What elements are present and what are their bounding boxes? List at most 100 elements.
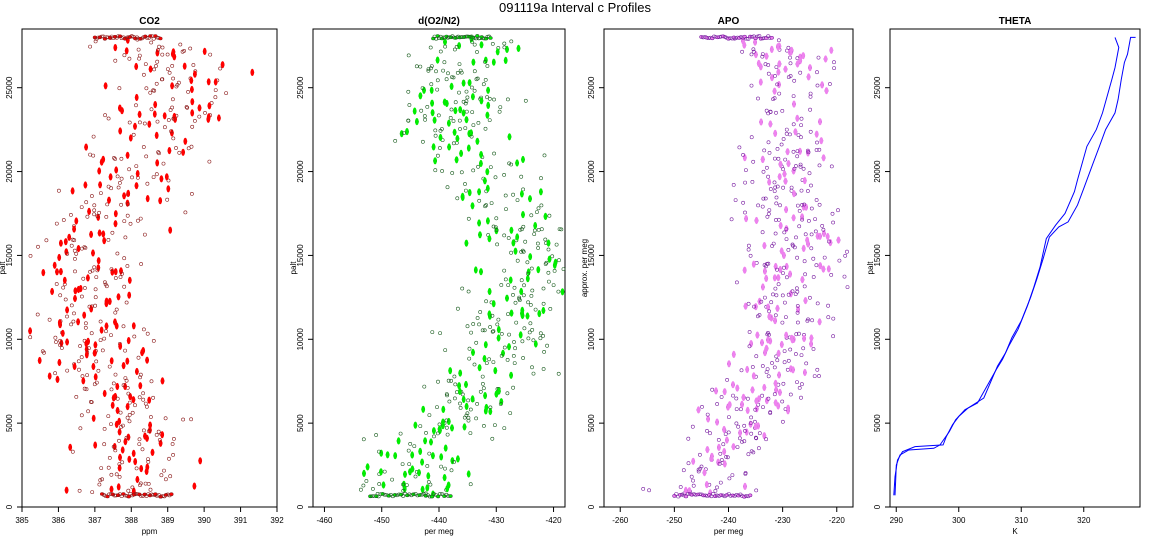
x-tick-label: 389 — [161, 516, 175, 525]
data-point — [118, 180, 122, 185]
data-point — [59, 239, 63, 247]
data-point — [83, 181, 88, 189]
data-point — [102, 442, 107, 447]
data-point — [464, 89, 469, 94]
data-point — [801, 52, 805, 60]
data-point — [748, 420, 753, 428]
data-point — [111, 444, 116, 449]
data-point — [37, 356, 42, 365]
x-tick-label: 300 — [952, 516, 966, 525]
data-point — [151, 88, 156, 93]
data-point — [145, 181, 150, 186]
data-point — [790, 334, 794, 342]
data-point — [480, 328, 485, 333]
plot-frame — [21, 28, 278, 508]
data-point — [744, 428, 749, 436]
data-point — [65, 251, 70, 256]
data-point — [185, 105, 190, 110]
data-point — [759, 78, 763, 86]
data-point — [462, 415, 467, 420]
data-point — [192, 119, 197, 123]
data-point — [476, 164, 481, 169]
data-point — [115, 406, 120, 415]
data-point — [509, 226, 514, 234]
panel-2: APO -260 -250 -240 -230 -220 per meg 0 5000 10000… — [580, 16, 854, 536]
data-point — [379, 468, 383, 476]
data-point — [94, 275, 99, 280]
data-point — [146, 459, 151, 464]
data-point — [455, 134, 460, 143]
data-point — [775, 304, 780, 312]
data-point — [762, 242, 767, 250]
data-point — [471, 93, 475, 101]
data-point — [698, 452, 702, 457]
data-point — [795, 60, 800, 68]
data-point — [59, 339, 64, 347]
data-point — [127, 412, 132, 417]
data-point — [490, 313, 495, 318]
data-point — [103, 82, 108, 90]
data-point — [831, 316, 836, 321]
y-tick-label: 20000 — [296, 160, 305, 183]
data-point — [418, 447, 423, 455]
data-point — [89, 399, 93, 404]
data-point — [109, 267, 114, 272]
data-point — [507, 332, 512, 337]
data-point — [93, 287, 98, 292]
data-point — [739, 368, 744, 373]
data-point — [753, 422, 758, 431]
y-axis-label: palt — [289, 261, 298, 275]
data-point — [786, 75, 791, 80]
data-point — [764, 344, 769, 352]
data-point — [110, 268, 115, 276]
data-point — [507, 343, 511, 351]
data-point — [189, 76, 194, 85]
data-point — [725, 455, 730, 460]
data-point — [774, 65, 779, 70]
data-point — [800, 382, 804, 387]
data-point — [58, 319, 62, 327]
data-point — [818, 232, 822, 240]
data-point — [435, 405, 439, 410]
data-point — [790, 242, 795, 247]
data-point — [438, 491, 443, 496]
data-point — [133, 122, 137, 130]
data-point — [448, 367, 453, 375]
x-tick-label: 310 — [1015, 516, 1029, 525]
data-point — [511, 353, 516, 358]
data-point — [118, 410, 123, 415]
data-point — [134, 93, 139, 102]
data-point — [756, 402, 761, 407]
data-point — [145, 331, 150, 336]
data-point — [715, 418, 719, 426]
data-point — [140, 349, 144, 357]
data-point — [779, 142, 784, 147]
data-point — [765, 332, 770, 337]
data-point — [778, 388, 782, 396]
data-point — [760, 230, 765, 235]
data-point — [135, 475, 140, 484]
data-point — [483, 78, 488, 82]
data-point — [137, 437, 142, 442]
data-point — [427, 451, 432, 456]
data-point — [467, 144, 471, 152]
data-point — [711, 491, 716, 496]
data-point — [505, 294, 509, 302]
data-point — [50, 287, 54, 296]
data-point — [183, 210, 188, 215]
data-point — [74, 394, 79, 399]
data-point — [526, 300, 531, 305]
data-point — [190, 85, 194, 94]
data-point — [72, 248, 77, 253]
data-point — [486, 184, 490, 192]
data-point — [782, 349, 787, 354]
panel-3: THETA 290 300 310 320 K 0 5000 10000 15000 20000 25… — [866, 16, 1141, 536]
data-point — [108, 173, 113, 181]
data-point — [784, 237, 789, 242]
data-point — [764, 437, 769, 442]
data-point — [154, 432, 159, 437]
x-tick-label: 290 — [890, 516, 904, 525]
data-point — [490, 329, 495, 334]
data-point — [433, 128, 438, 133]
data-point — [450, 171, 455, 175]
